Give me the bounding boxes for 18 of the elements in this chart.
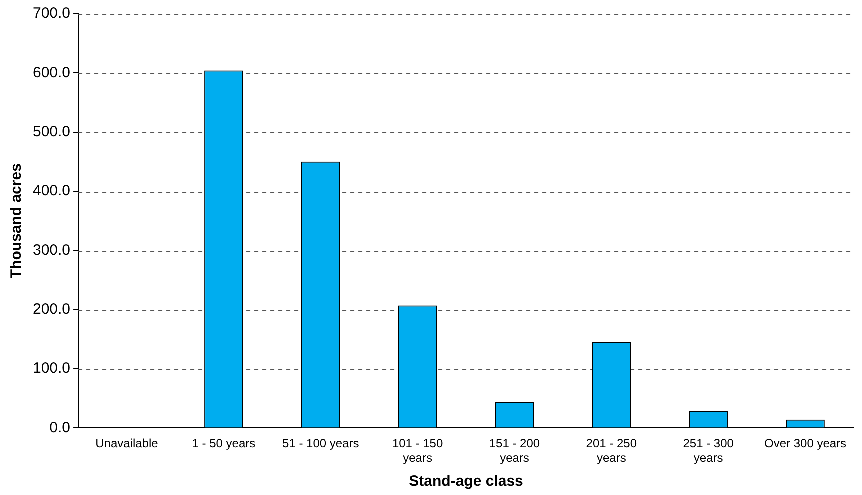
y-tick-label: 300.0	[32, 242, 71, 259]
y-axis-title: Thousand acres	[8, 164, 26, 279]
y-tick-label: 500.0	[32, 123, 71, 140]
x-tick-label: Unavailable	[96, 436, 159, 451]
x-tick-label: 51 - 100 years	[282, 436, 360, 451]
x-axis-title: Stand-age class	[409, 473, 524, 490]
y-tick-label: 600.0	[32, 64, 71, 82]
x-tick-label: Over 300 years	[764, 436, 847, 451]
x-tick-label: 201 - 250 years	[586, 436, 638, 466]
y-tick-label: 100.0	[32, 360, 71, 378]
y-tick-label: 400.0	[32, 182, 71, 200]
x-tick-label: 251 - 300 years	[683, 436, 734, 466]
x-tick-label: 101 - 150 years	[392, 436, 444, 466]
x-tick-label: 151 - 200 years	[489, 436, 540, 466]
x-tick-label: 1 - 50 years	[192, 436, 256, 451]
y-tick-label: 0.0	[50, 419, 71, 436]
y-tick-label: 200.0	[32, 301, 71, 318]
y-tick-label: 700.0	[32, 5, 71, 22]
